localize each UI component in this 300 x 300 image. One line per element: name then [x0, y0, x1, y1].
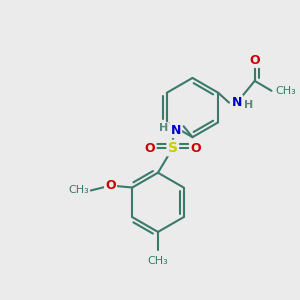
Text: N: N: [232, 96, 242, 109]
Text: H: H: [244, 100, 254, 110]
Text: CH₃: CH₃: [275, 86, 296, 96]
Text: N: N: [170, 124, 181, 137]
Text: O: O: [249, 54, 260, 67]
Text: CH₃: CH₃: [68, 185, 89, 196]
Text: O: O: [105, 179, 116, 192]
Text: S: S: [168, 141, 178, 155]
Text: CH₃: CH₃: [148, 256, 168, 266]
Text: O: O: [190, 142, 201, 154]
Text: O: O: [145, 142, 155, 154]
Text: H: H: [159, 123, 169, 133]
